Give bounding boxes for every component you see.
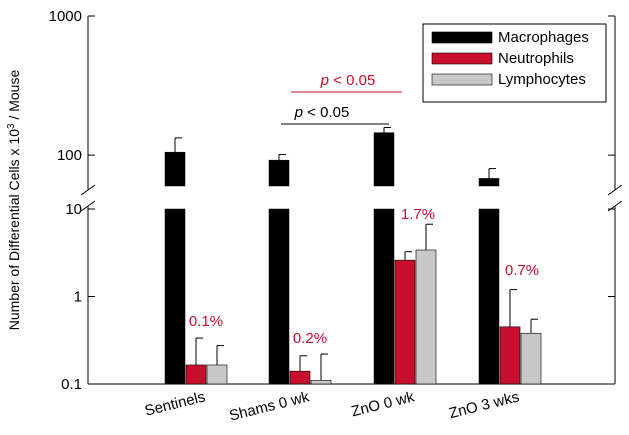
bar-lymphocytes <box>310 380 332 385</box>
bar-macrophages-lower <box>268 208 290 385</box>
significance-label: p < 0.05 <box>320 72 376 89</box>
bar-macrophages <box>268 159 290 187</box>
bar-neutrophils <box>289 370 311 385</box>
bar-macrophages-lower <box>373 208 395 385</box>
legend-swatch-lymphocytes <box>431 73 493 86</box>
legend-label-lymphocytes: Lymphocytes <box>498 71 586 88</box>
legend-swatch-macrophages <box>431 31 493 44</box>
bar-lymphocytes <box>415 249 437 385</box>
y-tick-label: 10 <box>65 201 82 218</box>
legend-label-macrophages: Macrophages <box>498 29 589 46</box>
y-tick-label: 0.1 <box>61 376 82 393</box>
axes: 0.1 1 10 100 1000 Number of Differential Cell… <box>6 8 623 393</box>
bar-macrophages <box>478 178 500 187</box>
legend-label-neutrophils: Neutrophils <box>498 50 574 67</box>
axis-break-mark <box>80 200 96 212</box>
percent-annotation: 0.7% <box>505 262 539 279</box>
axis-break-mark <box>607 184 623 196</box>
bar-macrophages <box>164 151 186 187</box>
y-tick-label: 1000 <box>49 8 82 25</box>
x-tick-label: Sentinels <box>143 388 207 419</box>
legend: Macrophages Neutrophils Lymphocytes <box>422 23 607 103</box>
bars <box>164 126 542 385</box>
significance-label: p < 0.05 <box>294 104 350 121</box>
bar-lymphocytes <box>520 332 542 385</box>
y-tick-label: 100 <box>57 147 82 164</box>
percent-annotation: 1.7% <box>401 206 435 223</box>
percent-annotation: 0.2% <box>293 330 327 347</box>
bar-macrophages <box>373 132 395 187</box>
percent-annotation: 0.1% <box>189 313 223 330</box>
x-tick-label: ZnO 3 wks <box>447 388 521 422</box>
axis-break-mark <box>80 184 96 196</box>
bar-neutrophils <box>499 326 521 385</box>
bar-macrophages-lower <box>164 208 186 385</box>
bar-neutrophils <box>394 259 416 385</box>
bar-lymphocytes <box>206 364 228 385</box>
bar-neutrophils <box>185 364 207 385</box>
x-tick-label: ZnO 0 wk <box>350 388 417 420</box>
y-tick-label: 1 <box>74 289 82 306</box>
bar-macrophages-lower <box>478 208 500 385</box>
y-axis-label: Number of Differential Cells x 103 / Mou… <box>6 70 23 331</box>
legend-swatch-neutrophils <box>431 52 493 65</box>
x-tick-label: Shams 0 wk <box>228 388 312 424</box>
